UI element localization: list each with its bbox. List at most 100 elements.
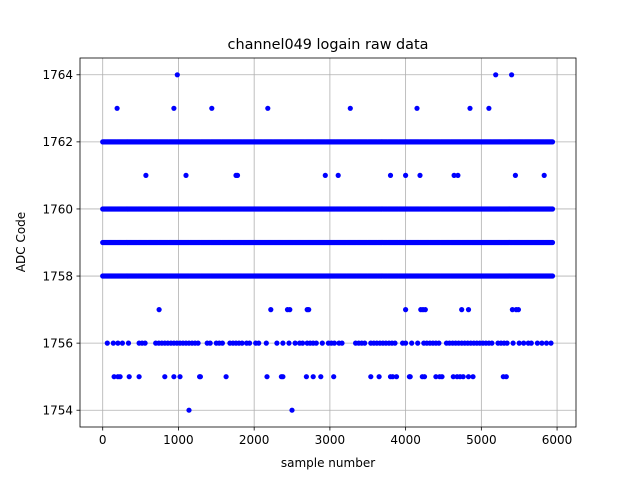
x-axis-label: sample number: [281, 456, 375, 470]
data-point: [197, 374, 203, 380]
data-point: [455, 172, 461, 178]
data-point: [223, 374, 229, 380]
data-point: [119, 340, 125, 346]
data-point: [390, 374, 396, 380]
data-point: [548, 340, 554, 346]
data-points: [100, 72, 556, 413]
data-point: [114, 105, 120, 111]
data-point: [289, 407, 295, 413]
data-point: [486, 105, 492, 111]
data-point: [174, 72, 180, 78]
plot-frame: [79, 57, 577, 428]
data-point: [115, 340, 121, 346]
data-point: [313, 340, 319, 346]
data-point: [322, 172, 328, 178]
data-point: [162, 374, 168, 380]
y-tick-label: 1762: [42, 135, 73, 149]
data-point: [263, 340, 269, 346]
data-point: [239, 340, 245, 346]
data-point: [126, 374, 132, 380]
data-point: [489, 340, 495, 346]
data-point: [318, 374, 324, 380]
data-point: [300, 340, 306, 346]
data-point: [421, 374, 428, 380]
data-point: [459, 307, 465, 313]
data-point: [331, 340, 337, 346]
axis-ticks: 0 1000 2000 3000 4000 5000 6000 1754 1756 1758 176…: [42, 68, 572, 447]
data-point: [403, 172, 409, 178]
data-point: [274, 340, 280, 346]
data-point: [543, 340, 550, 346]
y-tick-label: 1758: [42, 269, 73, 283]
data-point: [143, 172, 149, 178]
data-point: [280, 374, 286, 380]
data-point: [319, 340, 325, 346]
data-point: [436, 340, 442, 346]
y-tick-label: 1754: [42, 404, 73, 418]
data-point: [247, 340, 253, 346]
data-point: [403, 307, 409, 313]
x-tick-label: 2000: [239, 433, 270, 447]
x-tick-label: 0: [99, 433, 107, 447]
data-point: [451, 172, 457, 178]
data-point: [539, 340, 545, 346]
data-point: [549, 139, 556, 145]
data-point: [512, 172, 519, 178]
data-point: [433, 374, 439, 380]
x-tick-label: 6000: [542, 433, 573, 447]
data-point: [186, 407, 192, 413]
data-point: [256, 340, 262, 346]
data-point: [265, 105, 271, 111]
data-point: [136, 374, 142, 380]
data-point: [110, 340, 116, 346]
data-point: [362, 340, 368, 346]
data-point: [549, 206, 556, 212]
data-point: [104, 340, 110, 346]
chart-title: channel049 logain raw data: [228, 37, 429, 53]
data-point: [125, 340, 132, 346]
data-point: [392, 340, 398, 346]
data-point: [331, 374, 337, 380]
data-point: [422, 307, 428, 313]
data-point: [403, 340, 409, 346]
data-point: [528, 340, 534, 346]
data-point: [504, 340, 510, 346]
data-point: [549, 273, 556, 279]
data-point: [415, 340, 421, 346]
data-point: [183, 172, 189, 178]
data-point: [234, 172, 241, 178]
data-point: [467, 105, 473, 111]
data-point: [460, 374, 466, 380]
y-tick-label: 1764: [42, 68, 73, 82]
data-point: [142, 340, 148, 346]
data-point: [306, 307, 312, 313]
data-point: [510, 340, 516, 346]
data-point: [534, 340, 541, 346]
data-point: [207, 340, 213, 346]
data-point: [414, 105, 420, 111]
data-point: [465, 374, 472, 380]
data-point: [156, 307, 162, 313]
x-tick-label: 1000: [163, 433, 194, 447]
data-point: [465, 307, 472, 313]
data-point: [292, 340, 298, 346]
data-point: [509, 72, 515, 78]
data-point: [195, 340, 201, 346]
data-point: [450, 374, 456, 380]
data-point: [470, 374, 476, 380]
y-tick-label: 1756: [42, 336, 73, 350]
data-point: [503, 374, 509, 380]
data-point: [409, 340, 415, 346]
data-point: [407, 374, 413, 380]
data-point: [303, 374, 309, 380]
data-point: [515, 307, 522, 313]
x-tick-label: 5000: [466, 433, 497, 447]
y-axis-label: ADC Code: [14, 212, 28, 272]
data-point: [417, 172, 423, 178]
data-point: [493, 72, 499, 78]
data-point: [177, 374, 183, 380]
data-point: [387, 172, 394, 178]
data-point: [264, 374, 270, 380]
data-point: [439, 374, 445, 380]
